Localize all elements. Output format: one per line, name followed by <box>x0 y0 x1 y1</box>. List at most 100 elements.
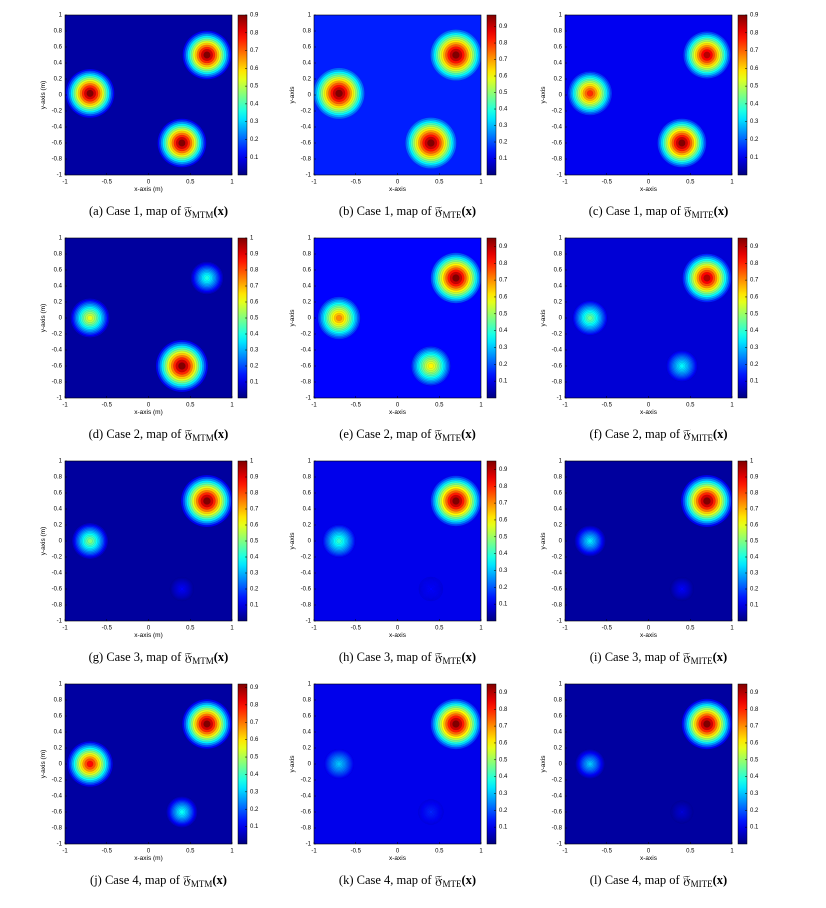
y-tick-label: 0.4 <box>303 730 312 736</box>
colorbar-tick-label: 0.6 <box>250 66 259 72</box>
source-peak <box>314 67 365 120</box>
y-tick-label: 1 <box>59 682 63 688</box>
caption-label: (c) Case 1, map of <box>589 204 682 218</box>
x-tick-label: -1 <box>311 180 317 186</box>
contour-ring <box>86 89 94 97</box>
x-axis-label: x-axis (m) <box>134 855 163 862</box>
y-tick-label: 0.2 <box>554 523 563 529</box>
caption-symbol: 𝔉 <box>435 650 443 664</box>
contour-ring <box>87 538 93 544</box>
colorbar-tick-label: 0.9 <box>250 252 259 258</box>
y-tick-label: 0 <box>308 93 312 99</box>
x-tick-label: -0.5 <box>602 403 613 409</box>
source-peak <box>70 298 110 338</box>
y-tick-label: 0.2 <box>303 300 312 306</box>
y-tick-label: 1 <box>559 13 563 19</box>
x-tick-label: 0 <box>147 403 151 409</box>
y-tick-label: -1 <box>57 842 63 848</box>
caption-label: (j) Case 4, map of <box>90 873 181 887</box>
contour-ring <box>703 720 711 728</box>
contour-ring <box>452 720 460 728</box>
y-tick-label: 1 <box>59 13 63 19</box>
caption-argument: (x) <box>713 873 728 887</box>
y-tick-label: 0.6 <box>54 491 63 497</box>
x-tick-label: -1 <box>62 626 68 632</box>
panel: -1 -0.5 0 0.5 1 1 0.8 0.6 0.4 0.2 0 -0.2 -0.4 -0.6 -0.… <box>289 13 508 220</box>
y-tick-label: 0.8 <box>554 252 563 258</box>
panel: -1 -0.5 0 0.5 1 1 0.8 0.6 0.4 0.2 0 -0.2 -0.4 -0.6 -0.… <box>289 682 508 889</box>
colorbar-tick-label: 0.5 <box>250 539 259 545</box>
colorbar-tick-label: 0.6 <box>750 741 759 747</box>
x-tick-label: -1 <box>311 849 317 855</box>
contour-ring <box>587 538 593 544</box>
y-tick-label: -0.2 <box>301 555 312 561</box>
y-tick-label: 0 <box>559 762 563 768</box>
y-tick-label: 0 <box>308 539 312 545</box>
source-peak <box>67 741 113 787</box>
y-tick-label: -0.4 <box>52 348 63 354</box>
y-tick-label: 1 <box>559 459 563 465</box>
colorbar-tick-label: 0.3 <box>250 119 259 125</box>
x-tick-label: -0.5 <box>602 849 613 855</box>
panel: -1 -0.5 0 0.5 1 1 0.8 0.6 0.4 0.2 0 -0.2 -0.4 -0.6 -0.… <box>40 682 259 889</box>
caption-subscript: MITE <box>691 656 713 666</box>
source-peak <box>418 576 443 602</box>
contour-ring <box>203 720 211 728</box>
x-tick-label: 0 <box>147 849 151 855</box>
y-tick-label: 0.6 <box>54 45 63 51</box>
x-tick-label: 0 <box>647 180 651 186</box>
y-axis-label: y-axis <box>289 86 296 104</box>
x-tick-label: 0.5 <box>686 626 695 632</box>
colorbar-tick-label: 0.9 <box>750 13 759 19</box>
y-tick-label: -0.8 <box>552 380 563 386</box>
colorbar-tick-label: 0.7 <box>499 57 508 63</box>
source-peak <box>180 474 232 528</box>
x-tick-label: 0.5 <box>186 403 195 409</box>
y-tick-label: 1 <box>308 682 312 688</box>
caption-symbol: 𝔉 <box>683 873 691 887</box>
caption-symbol: 𝔉 <box>183 873 191 887</box>
map <box>314 238 481 398</box>
colorbar-tick-label: 0.8 <box>750 261 759 267</box>
y-tick-label: 0.2 <box>554 300 563 306</box>
source-peak <box>680 474 732 528</box>
colorbar-tick-label: 0.3 <box>499 568 508 574</box>
contour-ring <box>180 587 184 591</box>
x-tick-label: 0 <box>647 626 651 632</box>
colorbar-tick-label: 0.1 <box>250 380 259 386</box>
y-tick-label: -0.6 <box>301 141 312 147</box>
caption-subscript: MITE <box>691 433 713 443</box>
y-tick-label: 0.4 <box>54 61 63 67</box>
contour-ring <box>452 274 460 282</box>
y-tick-label: -0.8 <box>52 380 63 386</box>
x-tick-label: 0.5 <box>186 849 195 855</box>
colorbar-tick-label: 0.2 <box>499 585 508 591</box>
y-tick-label: -1 <box>306 173 312 179</box>
x-axis-label: x-axis <box>389 186 407 193</box>
y-tick-label: 0.8 <box>303 29 312 35</box>
caption-label: (f) Case 2, map of <box>589 427 680 441</box>
colorbar-tick-label: 0.5 <box>750 84 759 90</box>
colorbar-tick-label: 0.1 <box>750 379 759 385</box>
colorbar <box>486 237 497 399</box>
caption-symbol: 𝔉 <box>684 204 692 218</box>
colorbar-tick-label: 0.2 <box>499 362 508 368</box>
y-tick-label: 0.2 <box>554 746 563 752</box>
x-tick-label: -1 <box>562 626 568 632</box>
caption-label: (g) Case 3, map of <box>89 650 183 664</box>
y-tick-label: 0.2 <box>554 77 563 83</box>
y-tick-label: 0 <box>59 539 63 545</box>
colorbar-tick-label: 0.5 <box>750 539 759 545</box>
contour-ring <box>178 362 186 370</box>
colorbar-tick-label: 0.9 <box>499 690 508 696</box>
colorbar-tick-label: 0.5 <box>250 755 259 761</box>
caption-argument: (x) <box>714 204 729 218</box>
x-tick-label: 0 <box>396 180 400 186</box>
x-tick-label: -0.5 <box>351 626 362 632</box>
caption-subscript: MITE <box>691 879 713 889</box>
contour-ring <box>179 809 185 815</box>
y-tick-label: -1 <box>57 396 63 402</box>
map <box>314 684 481 844</box>
x-tick-label: 1 <box>730 180 734 186</box>
